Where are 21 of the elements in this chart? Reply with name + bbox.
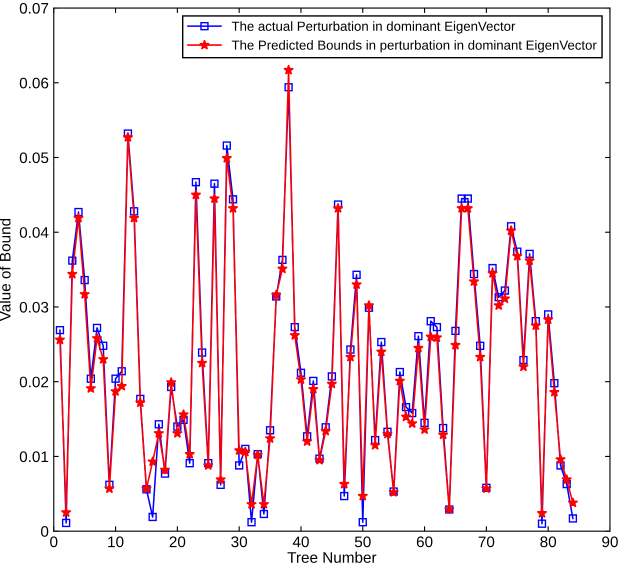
x-tick-label: 90 <box>602 536 618 548</box>
y-tick-label: 0 <box>41 526 48 537</box>
x-tick-label: 0 <box>50 536 58 548</box>
x-tick-label: 60 <box>416 536 432 548</box>
x-tick-label: 80 <box>540 536 556 548</box>
x-tick-label: 50 <box>354 536 371 548</box>
y-tick-label: 0.03 <box>20 302 48 313</box>
x-tick-label: 20 <box>170 536 186 548</box>
x-tick-label: 10 <box>108 536 124 548</box>
legend-label: The Predicted Bounds in perturbation in dominant EigenVector <box>232 40 597 52</box>
y-tick-label: 0.01 <box>20 451 48 462</box>
legend-label: The actual Perturbation in dominant EigenVector <box>232 21 516 34</box>
x-tick-label: 70 <box>478 536 494 548</box>
y-tick-label: 0.04 <box>20 227 48 238</box>
x-axis-title: Tree Number <box>288 552 376 563</box>
y-tick-label: 0.06 <box>20 78 48 88</box>
y-tick-label: 0.07 <box>20 2 48 14</box>
x-tick-label: 40 <box>292 536 309 548</box>
y-tick-label: 0.02 <box>20 376 48 388</box>
x-tick-label: 30 <box>231 536 248 548</box>
y-tick-label: 0.05 <box>20 152 48 164</box>
